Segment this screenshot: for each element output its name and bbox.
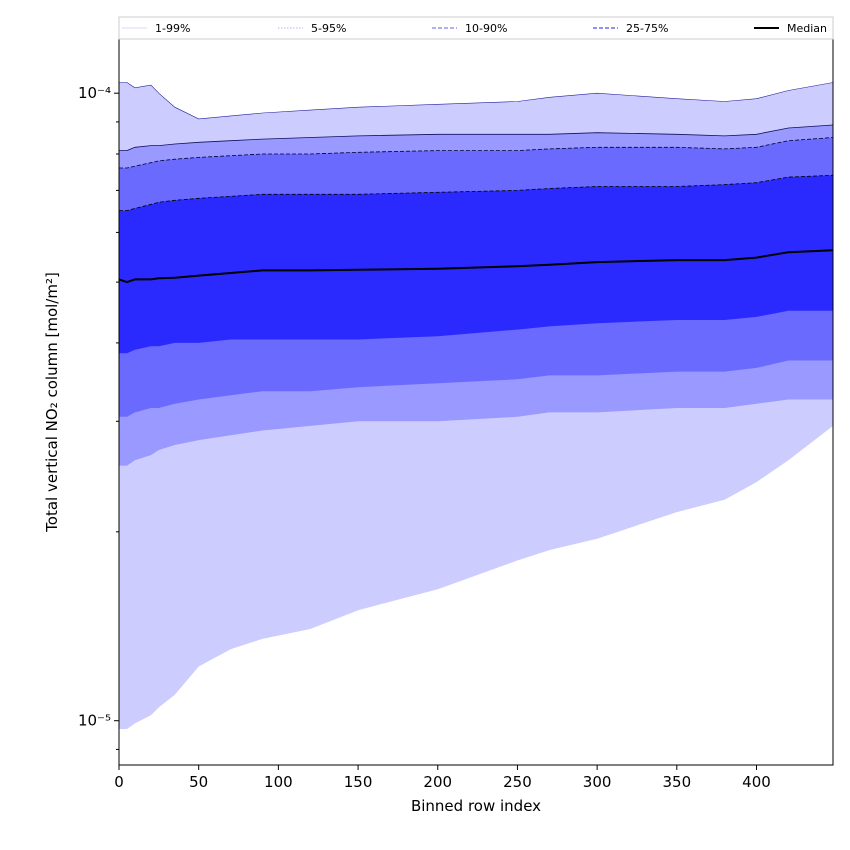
x-tick-label: 350 xyxy=(662,773,691,791)
x-axis-label: Binned row index xyxy=(411,797,541,815)
x-tick-label: 200 xyxy=(423,773,452,791)
band-upper-edge-5-95pct xyxy=(119,124,834,152)
band-upper-edge-25-75pct xyxy=(119,174,834,212)
y-axis-ticks: 10⁻⁵ 10⁻⁴ xyxy=(78,84,119,750)
legend-box xyxy=(118,16,834,40)
y-tick-label: 10⁻⁵ xyxy=(78,712,111,730)
band-upper-edge-1-99pct xyxy=(119,82,834,120)
percentile-bands xyxy=(119,82,834,729)
x-tick-label: 250 xyxy=(503,773,532,791)
x-tick-label: 150 xyxy=(344,773,373,791)
x-axis-ticks: 0 50 100 150 200 250 300 350 400 xyxy=(114,765,771,791)
median-layer xyxy=(118,249,834,284)
y-axis-label: Total vertical NO₂ column [mol/m²] xyxy=(43,272,61,533)
legend-label: 5-95% xyxy=(311,22,346,35)
median-line xyxy=(118,249,834,284)
band-upper-edge-10-90pct xyxy=(119,137,834,169)
legend: 1-99% 5-95% 10-90% 25-75% Median xyxy=(118,16,834,40)
legend-label: Median xyxy=(787,22,827,35)
band-25-75pct xyxy=(119,175,833,354)
legend-label: 25-75% xyxy=(626,22,668,35)
y-tick-label: 10⁻⁴ xyxy=(78,84,111,102)
x-tick-label: 50 xyxy=(189,773,208,791)
legend-label: 10-90% xyxy=(465,22,507,35)
legend-label: 1-99% xyxy=(155,22,190,35)
x-tick-label: 300 xyxy=(583,773,612,791)
x-tick-label: 400 xyxy=(742,773,771,791)
x-tick-label: 100 xyxy=(264,773,293,791)
x-tick-label: 0 xyxy=(114,773,124,791)
